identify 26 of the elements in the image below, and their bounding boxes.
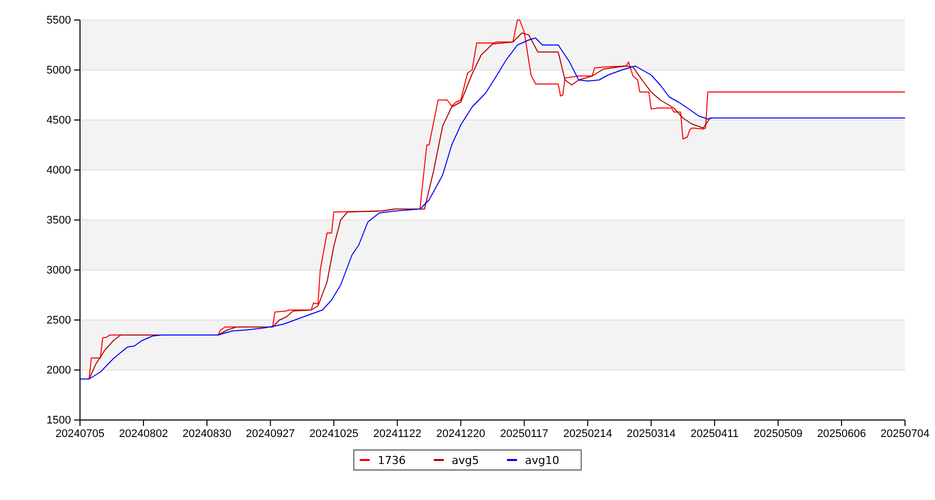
y-tick-label: 3000 [46,264,71,277]
x-tick-label: 20250606 [817,428,866,440]
x-tick-label: 20240830 [182,428,232,440]
y-tick-label: 5000 [46,64,71,77]
y-tick-label: 2500 [46,314,71,327]
x-tick-label: 20240705 [56,428,104,440]
x-tick-label: 20250704 [880,428,930,440]
x-tick-label: 20250314 [626,428,676,440]
y-tick-label: 1500 [46,414,71,427]
y-tick-label: 4000 [46,164,71,177]
x-tick-label: 20250214 [563,428,612,440]
y-tick-label: 5500 [46,14,71,27]
legend-label: avg10 [525,454,560,467]
x-tick-label: 20250117 [500,428,548,440]
x-tick-label: 20240927 [246,428,295,440]
x-tick-label: 20240802 [118,428,168,440]
x-tick-label: 20250411 [690,428,739,440]
legend-label: avg5 [452,454,479,467]
legend-label: 1736 [378,454,406,467]
y-tick-label: 2000 [46,364,71,377]
x-tick-label: 20241220 [436,428,486,440]
x-tick-label: 20241025 [309,428,358,440]
x-tick-label: 20250509 [754,428,803,440]
y-tick-label: 4500 [46,114,71,127]
y-tick-label: 3500 [46,214,71,227]
x-tick-label: 20241122 [373,428,422,440]
